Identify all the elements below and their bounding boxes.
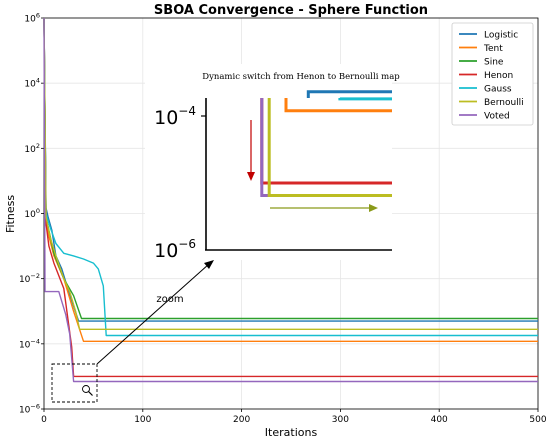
legend-label-logistic: Logistic [484,30,518,40]
y-tick-label: 102 [24,142,40,155]
y-axis-label: Fitness [4,195,17,233]
olive-arrow-head [369,204,378,212]
x-tick-label: 400 [431,415,448,425]
x-tick-label: 300 [332,415,349,425]
x-tick-label: 100 [134,415,151,425]
inset-series-line-bernoulli [267,98,392,197]
series-line-gauss [43,17,538,337]
legend-box [451,22,534,126]
legend-label-henon: Henon [484,71,513,81]
y-tick-label: 10−4 [19,337,40,350]
series-line-bernoulli [43,17,538,330]
inset: Dynamic switch from Henon to Bernoulli m… [145,64,400,262]
inset-title: Dynamic switch from Henon to Bernoulli m… [202,72,400,82]
y-tick-label: 104 [24,77,40,90]
legend-label-sine: Sine [484,57,504,67]
y-tick-label: 10−6 [19,403,40,416]
series-line-voted [43,17,538,383]
y-tick-label: 100 [24,207,40,220]
legend-label-voted: Voted [484,111,510,121]
x-tick-label: 200 [233,415,250,425]
inset-tick-label-lower: 10−6 [154,237,196,262]
x-tick-label: 500 [529,415,546,425]
red-arrow-head [247,172,255,181]
y-tick-label: 10−2 [19,272,40,285]
inset-series-line-tent [284,98,392,113]
inset-tick-label-upper: 10−4 [154,104,196,129]
zoom-box [51,363,98,403]
x-tick-label: 0 [41,415,47,425]
legend: Logistic Tent Sine Henon Gauss Bernoulli Voted [451,22,534,126]
series-lines [43,17,538,383]
magnifier-icon [82,385,93,396]
legend-label-bernoulli: Bernoulli [484,98,524,108]
inset-series-lines [260,90,392,197]
legend-label-gauss: Gauss [484,84,512,94]
y-tick-label: 106 [24,12,40,25]
x-ticks: 0 100 200 300 400 500 [41,409,547,425]
zoom-arrow-head [204,260,214,269]
zoom-arrow-line [96,263,210,365]
zoom-annotation: zoom [156,294,183,305]
y-ticks: 106 104 102 100 10−2 10−4 10−6 [19,12,44,416]
inset-series-line-logistic [306,90,392,98]
legend-label-tent: Tent [483,44,503,54]
chart-title: SBOA Convergence - Sphere Function [154,3,428,18]
inset-series-line-gauss [338,97,392,101]
x-axis-label: Iterations [265,426,318,439]
